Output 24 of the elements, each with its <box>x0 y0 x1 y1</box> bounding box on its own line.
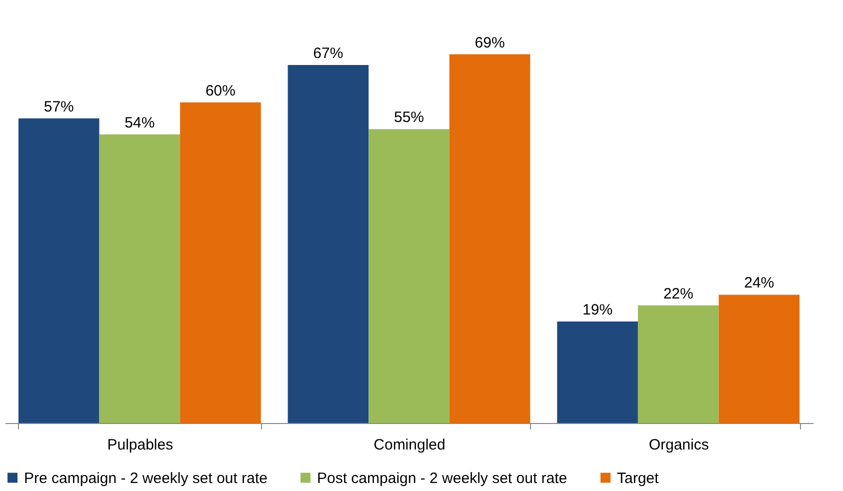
bar <box>638 305 719 423</box>
bar <box>557 321 638 423</box>
bar <box>180 102 261 423</box>
bar <box>288 64 369 423</box>
data-label: 67% <box>313 44 344 62</box>
data-label: 55% <box>394 109 424 126</box>
legend-label: Pre campaign - 2 weekly set out rate <box>24 470 268 487</box>
bar <box>99 134 180 423</box>
data-label: 22% <box>663 285 694 302</box>
x-tick-label: Pulpables <box>107 436 174 454</box>
data-label: 24% <box>744 274 774 292</box>
x-tick-label: Organics <box>648 436 709 454</box>
bar <box>718 294 800 423</box>
legend-label: Post campaign - 2 weekly set out rate <box>317 470 568 487</box>
data-label: 57% <box>44 98 74 116</box>
bar <box>368 129 450 423</box>
bar <box>449 54 530 423</box>
data-label: 54% <box>124 114 155 132</box>
bar <box>18 118 100 423</box>
data-label: 19% <box>582 301 613 318</box>
data-label: 69% <box>474 34 505 52</box>
legend-label: Target <box>617 470 660 487</box>
data-label: 60% <box>205 82 236 100</box>
x-tick-label: Comingled <box>374 436 446 454</box>
